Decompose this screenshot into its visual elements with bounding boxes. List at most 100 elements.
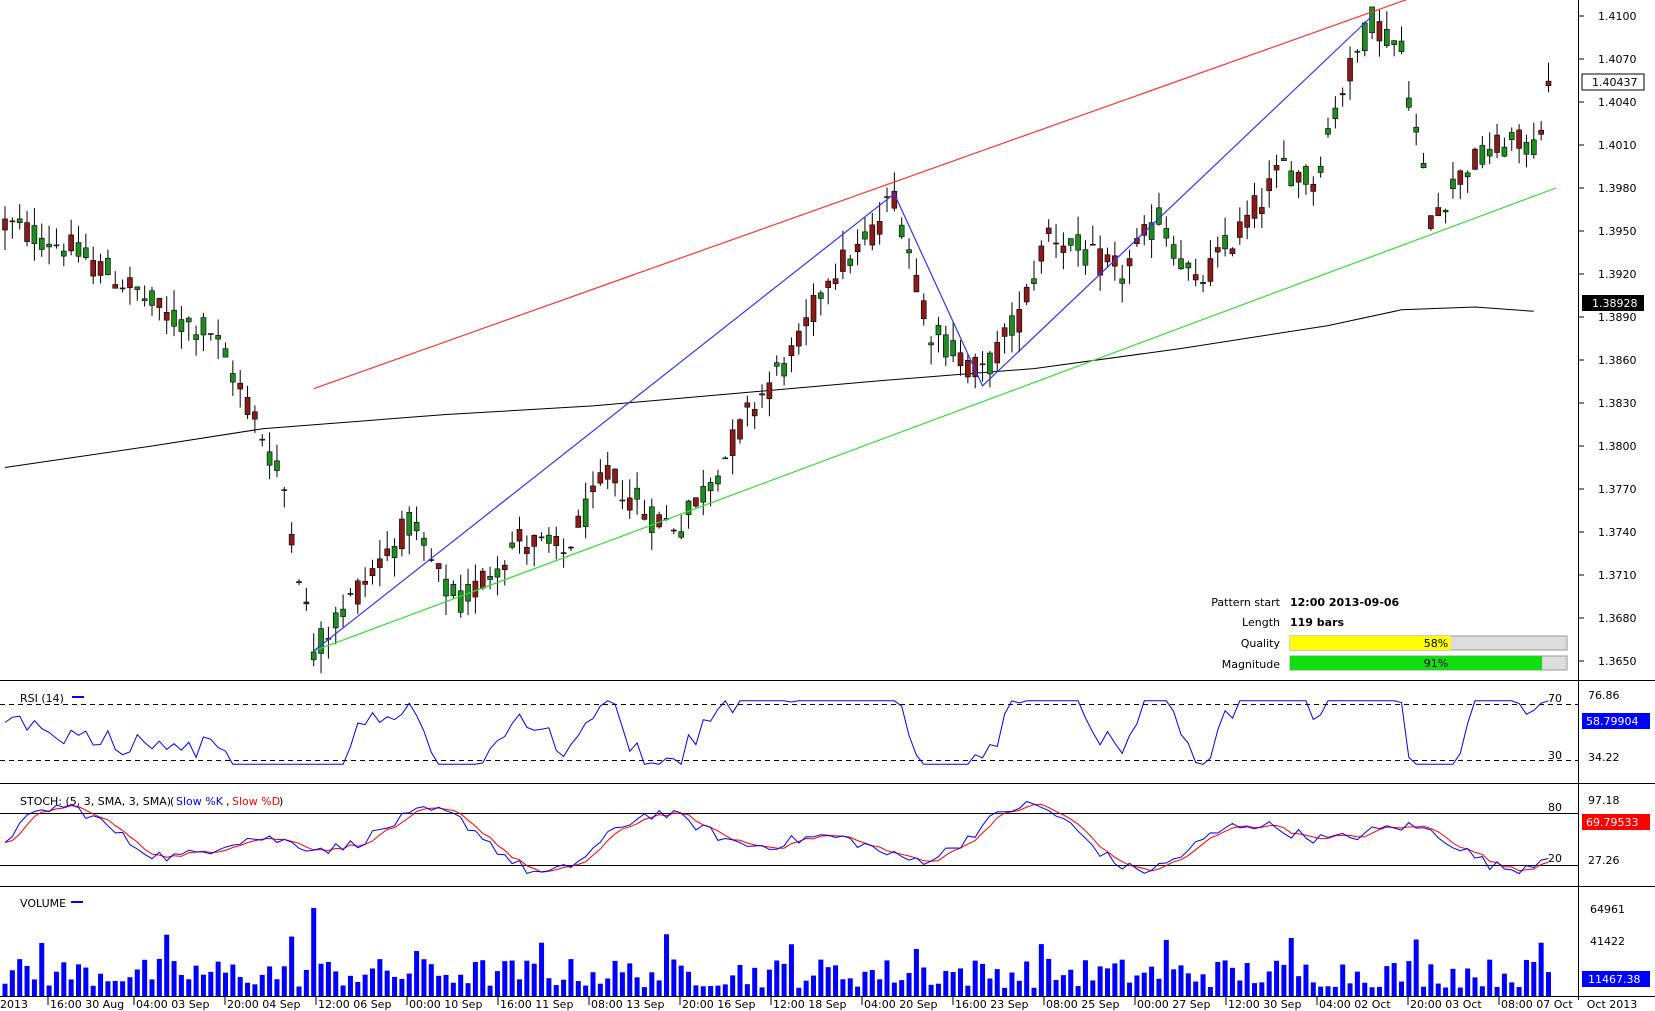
candle-body: [1031, 278, 1037, 284]
volume-bar: [1428, 964, 1434, 996]
time-tick-label: 16:00 23 Sep: [955, 998, 1028, 1011]
volume-bar: [840, 979, 846, 996]
candle-body: [1347, 58, 1353, 82]
candle-body: [972, 356, 979, 378]
candle-body: [1545, 80, 1552, 86]
candle-body: [1001, 327, 1008, 337]
candle-body: [1501, 146, 1508, 157]
time-tick-label: 16:00 30 Aug: [50, 998, 124, 1011]
volume-bar: [1538, 942, 1544, 996]
volume-bar: [53, 971, 59, 996]
volume-bar: [267, 966, 273, 996]
candle-body: [751, 408, 758, 417]
volume-bar: [1465, 968, 1471, 996]
candle-body: [987, 352, 993, 375]
candle-body: [24, 222, 30, 242]
price-tick-label: 1.3950: [1598, 225, 1637, 238]
candle-body: [1457, 170, 1464, 185]
volume-bar: [458, 974, 464, 996]
volume-bar: [472, 962, 478, 996]
volume-bar: [105, 981, 111, 996]
candle-body: [141, 298, 148, 302]
candle-body: [1067, 238, 1074, 246]
candle-body: [1486, 148, 1493, 157]
volume-bar: [1244, 963, 1250, 996]
volume-bar: [524, 960, 530, 996]
candle-body: [1060, 245, 1067, 253]
stoch-open-paren: (: [170, 795, 174, 808]
volume-bar: [1384, 966, 1390, 996]
volume-bar: [1097, 966, 1103, 996]
volume-panel: VOLUME 64961 41422 11467.38: [2, 897, 1650, 996]
candle-body: [1148, 222, 1155, 240]
candle-body: [560, 552, 567, 554]
time-tick-label: 04:00 02 Oct: [1319, 998, 1391, 1011]
volume-bar: [436, 975, 442, 996]
volume-bar: [546, 978, 552, 996]
candle-body: [296, 581, 302, 583]
candle-body: [318, 628, 324, 654]
candle-body: [700, 486, 707, 503]
volume-bar: [487, 985, 493, 996]
volume-bar: [311, 908, 317, 996]
candle-body: [1170, 244, 1177, 259]
candle-body: [501, 564, 508, 571]
volume-bar: [384, 970, 390, 996]
candle-body: [1295, 171, 1302, 183]
volume-bar: [1127, 982, 1133, 996]
volume-bar: [237, 977, 243, 996]
volume-bar: [1134, 975, 1140, 996]
candle-body: [1391, 40, 1397, 45]
zigzag-pattern: [313, 15, 1373, 652]
volume-bar: [245, 982, 251, 996]
candle-body: [377, 558, 383, 568]
stoch-close-paren: ): [279, 795, 283, 808]
volume-bar: [1501, 973, 1507, 996]
price-tick-label: 1.3650: [1598, 655, 1637, 668]
candle-body: [803, 317, 809, 327]
candle-body: [266, 451, 273, 466]
candle-body: [60, 250, 67, 257]
time-tick-label: 20:00 16 Sep: [682, 998, 755, 1011]
candle-body: [1163, 228, 1170, 239]
volume-bar: [1178, 965, 1184, 996]
stoch-axis-high: 97.18: [1588, 794, 1620, 807]
volume-bar: [788, 944, 794, 996]
volume-bar: [539, 942, 545, 996]
volume-bar: [31, 979, 37, 996]
volume-bar: [90, 985, 96, 996]
candle-body: [678, 531, 685, 538]
candle-body: [384, 548, 391, 556]
time-tick-label: Oct 2013: [1587, 998, 1638, 1011]
volume-bar: [1274, 960, 1280, 996]
candle-body: [1192, 274, 1199, 281]
volume-bar: [1354, 971, 1360, 996]
candle-body: [362, 580, 368, 585]
volume-bar: [178, 975, 184, 996]
time-tick-label: 00:00 10 Sep: [409, 998, 482, 1011]
volume-bar: [561, 979, 567, 996]
candle-body: [744, 402, 751, 408]
volume-bar: [730, 975, 736, 996]
candle-body: [1244, 214, 1250, 228]
volume-bar: [774, 960, 780, 996]
volume-bar: [259, 974, 265, 996]
rsi-current-tag: 58.79904: [1586, 715, 1639, 728]
volume-bar: [619, 972, 625, 996]
candle-body: [208, 333, 214, 335]
candle-body: [509, 542, 515, 548]
volume-bar: [24, 966, 30, 996]
volume-bar: [752, 967, 758, 996]
candle-body: [1406, 97, 1412, 108]
volume-bar: [708, 986, 714, 996]
candle-body: [788, 345, 795, 357]
candle-body: [1361, 22, 1368, 52]
volume-bar: [208, 971, 214, 996]
candle-body: [457, 590, 464, 613]
volume-bar: [1421, 986, 1427, 996]
candle-body: [1259, 207, 1265, 214]
volume-bar: [943, 970, 949, 996]
lower-channel-line: [313, 187, 1557, 652]
candle-body: [906, 249, 912, 254]
volume-bar: [465, 983, 471, 996]
